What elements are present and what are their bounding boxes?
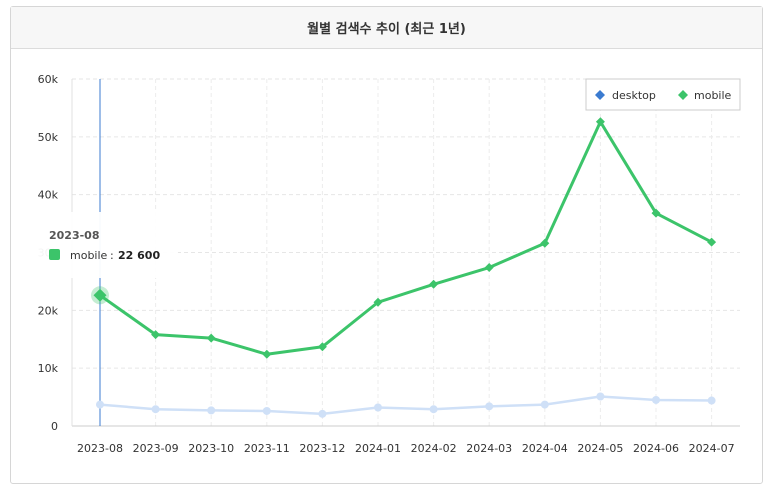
x-tick-label: 2024-03 <box>466 442 512 455</box>
data-point-desktop[interactable] <box>262 406 271 415</box>
chart-tooltip: 2023-08 mobile : 22 600 <box>38 212 178 278</box>
data-point-desktop[interactable] <box>429 405 438 414</box>
data-point-mobile[interactable] <box>151 330 161 340</box>
y-tick-label: 40k <box>38 189 59 202</box>
x-tick-label: 2023-12 <box>299 442 345 455</box>
tooltip-date: 2023-08 <box>49 229 100 242</box>
x-tick-label: 2024-05 <box>577 442 623 455</box>
x-tick-label: 2024-02 <box>411 442 457 455</box>
data-point-mobile[interactable] <box>540 238 550 248</box>
data-point-mobile[interactable] <box>317 342 327 352</box>
tooltip-series-name: mobile <box>70 249 108 262</box>
data-point-mobile[interactable] <box>595 117 605 127</box>
tooltip-value: 22 600 <box>118 249 160 262</box>
data-point-desktop[interactable] <box>652 395 660 404</box>
x-tick-label: 2023-08 <box>77 442 123 455</box>
data-point-mobile[interactable] <box>93 288 107 302</box>
x-tick-label: 2024-07 <box>689 442 735 455</box>
x-tick-label: 2023-11 <box>244 442 290 455</box>
data-point-mobile[interactable] <box>206 333 216 343</box>
legend-item-mobile[interactable]: mobile <box>678 89 732 102</box>
y-tick-label: 50k <box>38 131 59 144</box>
tooltip-series-swatch <box>49 249 60 260</box>
tooltip-separator: : <box>110 249 114 262</box>
chart-legend: desktop mobile <box>585 78 741 111</box>
data-point-desktop[interactable] <box>540 400 549 409</box>
data-point-desktop[interactable] <box>485 402 494 411</box>
data-point-desktop[interactable] <box>151 405 160 414</box>
data-point-mobile[interactable] <box>484 263 494 273</box>
data-point-desktop[interactable] <box>207 406 216 415</box>
legend-desktop-marker <box>595 90 605 100</box>
chart-title: 월별 검색수 추이 (최근 1년) <box>11 7 762 49</box>
data-point-mobile[interactable] <box>429 279 439 289</box>
y-tick-label: 60k <box>38 73 59 86</box>
x-tick-label: 2024-01 <box>355 442 401 455</box>
data-point-desktop[interactable] <box>707 396 716 405</box>
series-line-desktop <box>99 395 712 416</box>
data-point-desktop[interactable] <box>596 392 605 401</box>
data-point-mobile[interactable] <box>262 349 272 359</box>
series-line-mobile <box>99 120 713 356</box>
data-point-desktop[interactable] <box>374 403 382 412</box>
x-tick-label: 2023-09 <box>133 442 179 455</box>
legend-item-desktop[interactable]: desktop <box>595 89 656 102</box>
data-point-mobile[interactable] <box>707 237 717 247</box>
data-point-desktop[interactable] <box>318 409 327 418</box>
legend-mobile-label: mobile <box>694 89 732 102</box>
data-point-mobile[interactable] <box>373 297 383 307</box>
data-point-desktop[interactable] <box>96 400 104 409</box>
legend-desktop-label: desktop <box>612 89 656 102</box>
x-tick-label: 2024-06 <box>633 442 679 455</box>
y-tick-label: 10k <box>38 362 59 375</box>
x-tick-label: 2023-10 <box>188 442 234 455</box>
data-point-mobile[interactable] <box>651 208 661 218</box>
y-tick-label: 0 <box>51 420 58 433</box>
y-tick-label: 20k <box>38 304 59 317</box>
legend-mobile-marker <box>678 90 688 100</box>
x-tick-label: 2024-04 <box>522 442 568 455</box>
